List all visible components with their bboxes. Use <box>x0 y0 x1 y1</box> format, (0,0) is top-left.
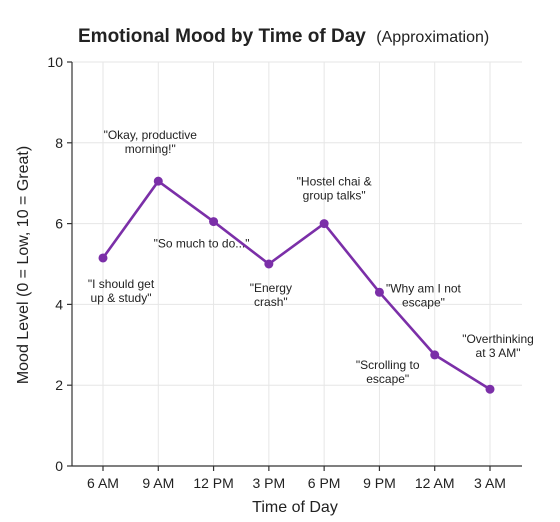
annotation-line: escape" <box>402 295 445 309</box>
x-tick-labels: 6 AM 9 AM 12 PM 3 PM 6 PM 9 PM 12 AM 3 AM <box>87 475 506 491</box>
annotation-line: at 3 AM" <box>476 346 521 360</box>
y-tick-label: 4 <box>55 296 63 312</box>
annotations: "I should get up & study" "Okay, productiv… <box>88 128 534 386</box>
x-tick-label: 12 PM <box>193 475 233 491</box>
data-point <box>319 219 329 229</box>
svg-text:Emotional Mood by Time of Day: Emotional Mood by Time of Day (Approxima… <box>78 26 489 47</box>
annotation-line: "Overthinking <box>462 332 534 346</box>
y-tick-label: 6 <box>55 216 63 232</box>
annotation: "Why am I not escape" <box>386 281 462 309</box>
chart-subtitle: (Approximation) <box>376 29 489 46</box>
x-tick-label: 9 AM <box>142 475 174 491</box>
y-tick-labels: 0 2 4 6 8 10 <box>47 54 63 474</box>
x-axis-label: Time of Day <box>252 499 338 516</box>
x-tick-label: 6 PM <box>308 475 341 491</box>
y-tick-label: 2 <box>55 377 63 393</box>
data-point <box>264 259 274 269</box>
x-tick-label: 12 AM <box>415 475 455 491</box>
annotation: "Okay, productive morning!" <box>104 128 198 156</box>
annotation: "Overthinking at 3 AM" <box>462 332 534 360</box>
annotation-line: morning!" <box>125 142 176 156</box>
chart-title: Emotional Mood by Time of Day <box>78 26 366 47</box>
y-tick-label: 10 <box>47 54 63 70</box>
data-point <box>430 350 440 360</box>
y-tick-label: 8 <box>55 135 63 151</box>
data-point <box>209 217 219 227</box>
series-line <box>101 179 491 391</box>
annotation-line: "So much to do..." <box>154 237 250 251</box>
annotation-line: escape" <box>366 372 409 386</box>
annotation-line: "Energy <box>250 281 292 295</box>
annotation-line: "I should get <box>88 277 155 291</box>
data-point <box>153 176 163 186</box>
annotation: "Scrolling to escape" <box>356 358 420 386</box>
x-tick-label: 9 PM <box>363 475 396 491</box>
data-point <box>98 253 108 263</box>
annotation-line: "Why am I not <box>386 281 462 295</box>
x-tick-label: 6 AM <box>87 475 119 491</box>
annotation-line: crash" <box>254 295 288 309</box>
annotation-line: group talks" <box>303 189 366 203</box>
annotation-line: "Hostel chai & <box>297 175 372 189</box>
axes <box>67 61 522 471</box>
annotation: "Energy crash" <box>250 281 292 309</box>
annotation: "Hostel chai & group talks" <box>297 175 372 203</box>
data-points <box>98 176 495 394</box>
x-tick-label: 3 AM <box>474 475 506 491</box>
y-tick-label: 0 <box>55 458 63 474</box>
annotation: "So much to do..." <box>154 237 250 251</box>
data-point <box>374 287 384 297</box>
annotation-line: up & study" <box>91 291 152 305</box>
annotation-line: "Okay, productive <box>104 128 198 142</box>
data-point <box>485 384 495 394</box>
x-tick-label: 3 PM <box>253 475 286 491</box>
y-axis-label: Mood Level (0 = Low, 10 = Great) <box>15 146 32 384</box>
annotation: "I should get up & study" <box>88 277 155 305</box>
annotation-line: "Scrolling to <box>356 358 420 372</box>
grid <box>72 61 522 467</box>
